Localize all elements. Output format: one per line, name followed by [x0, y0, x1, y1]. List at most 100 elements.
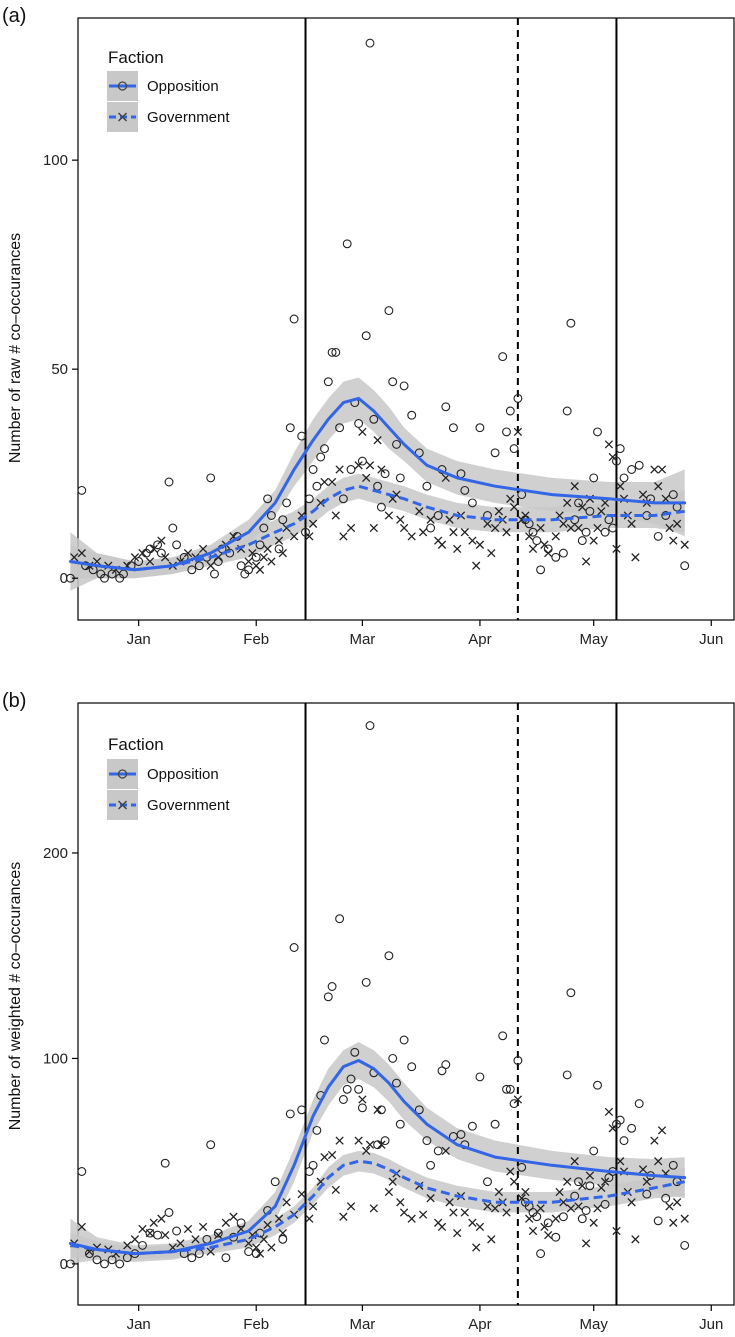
point-government — [263, 544, 272, 554]
x-tick-label: Mar — [349, 631, 375, 648]
point-opposition — [380, 1136, 390, 1146]
x-tick-label: May — [580, 631, 609, 648]
point-government — [362, 1146, 371, 1156]
point-government — [468, 1218, 477, 1227]
point-opposition — [168, 523, 178, 533]
plot-frame — [77, 17, 735, 621]
point-government — [657, 465, 667, 474]
point-opposition — [574, 498, 583, 508]
point-opposition — [194, 561, 204, 571]
point-opposition — [259, 523, 269, 533]
point-government — [509, 502, 519, 512]
point-opposition — [653, 531, 663, 541]
point-government — [373, 436, 382, 445]
point-opposition — [399, 1035, 409, 1045]
point-government — [555, 1187, 564, 1197]
point-opposition — [380, 469, 390, 479]
point-opposition — [384, 306, 394, 316]
point-opposition — [312, 481, 322, 491]
point-opposition — [509, 1099, 519, 1109]
point-government — [358, 1095, 367, 1104]
point-government — [528, 544, 538, 554]
smooth-line-opposition — [68, 1059, 687, 1256]
point-government — [263, 1220, 272, 1230]
point-government — [248, 548, 257, 558]
y-tick-label: 0 — [60, 1256, 68, 1273]
point-government — [358, 427, 367, 437]
point-government — [206, 1247, 215, 1256]
smooth-line-opposition — [68, 396, 687, 572]
point-opposition — [407, 1062, 417, 1072]
point-government — [544, 1230, 553, 1240]
point-government — [77, 548, 86, 558]
point-opposition — [357, 456, 367, 466]
data-points — [65, 38, 690, 583]
point-government — [339, 532, 348, 541]
point-government — [627, 519, 636, 528]
point-government — [308, 519, 318, 528]
point-opposition — [509, 444, 519, 454]
point-opposition — [395, 1119, 405, 1129]
point-government — [407, 532, 416, 541]
point-opposition — [627, 1123, 637, 1133]
point-opposition — [138, 1240, 147, 1250]
point-government — [509, 1177, 519, 1186]
point-government — [559, 519, 568, 528]
point-government — [574, 523, 583, 533]
point-opposition — [354, 1084, 364, 1094]
point-government — [536, 1204, 545, 1213]
point-government — [267, 557, 276, 566]
point-government — [589, 536, 598, 545]
point-opposition — [388, 377, 398, 387]
point-government — [680, 540, 689, 549]
period-lines — [304, 18, 618, 620]
point-opposition — [134, 557, 144, 566]
point-opposition — [354, 419, 364, 428]
x-tick-label: Jun — [699, 631, 723, 648]
point-government — [445, 515, 454, 524]
point-opposition — [619, 1136, 629, 1146]
point-government — [198, 544, 208, 554]
smooth-lines — [68, 1059, 687, 1256]
point-government — [327, 1150, 337, 1160]
point-opposition — [153, 1230, 163, 1240]
point-government — [161, 553, 170, 562]
legend-label-opposition: Opposition — [147, 766, 219, 783]
point-government — [490, 523, 500, 533]
point-opposition — [164, 477, 174, 487]
point-opposition — [335, 423, 345, 433]
y-axis-label: Number of raw # co–occurances — [7, 233, 24, 463]
point-opposition — [320, 444, 329, 454]
point-opposition — [498, 352, 508, 362]
point-government — [525, 532, 534, 541]
point-opposition — [680, 561, 690, 571]
legend-marker-government — [117, 800, 128, 810]
point-government — [475, 540, 485, 549]
point-government — [244, 1239, 253, 1248]
point-government — [255, 1249, 265, 1258]
point-government — [551, 1214, 560, 1223]
axes: Jan Feb Mar Apr May Jun 0 100 200 — [43, 845, 723, 1333]
point-opposition — [115, 1259, 125, 1269]
point-opposition — [395, 473, 405, 483]
point-opposition — [361, 331, 371, 341]
point-opposition — [399, 381, 409, 391]
point-government — [650, 1136, 659, 1145]
point-opposition — [244, 1247, 254, 1257]
point-government — [521, 511, 530, 520]
point-opposition — [278, 515, 288, 525]
point-government — [407, 1214, 416, 1223]
legend-marker-opposition — [117, 769, 128, 779]
point-opposition — [384, 951, 394, 961]
point-opposition — [308, 465, 318, 474]
point-opposition — [244, 565, 254, 575]
point-opposition — [532, 536, 542, 546]
point-opposition — [388, 1053, 398, 1063]
point-opposition — [490, 448, 500, 458]
point-opposition — [668, 1160, 678, 1170]
point-government — [373, 1105, 382, 1114]
point-government — [600, 498, 610, 508]
legend-title: Faction — [108, 735, 164, 754]
point-opposition — [615, 1115, 625, 1125]
point-government — [289, 532, 299, 541]
